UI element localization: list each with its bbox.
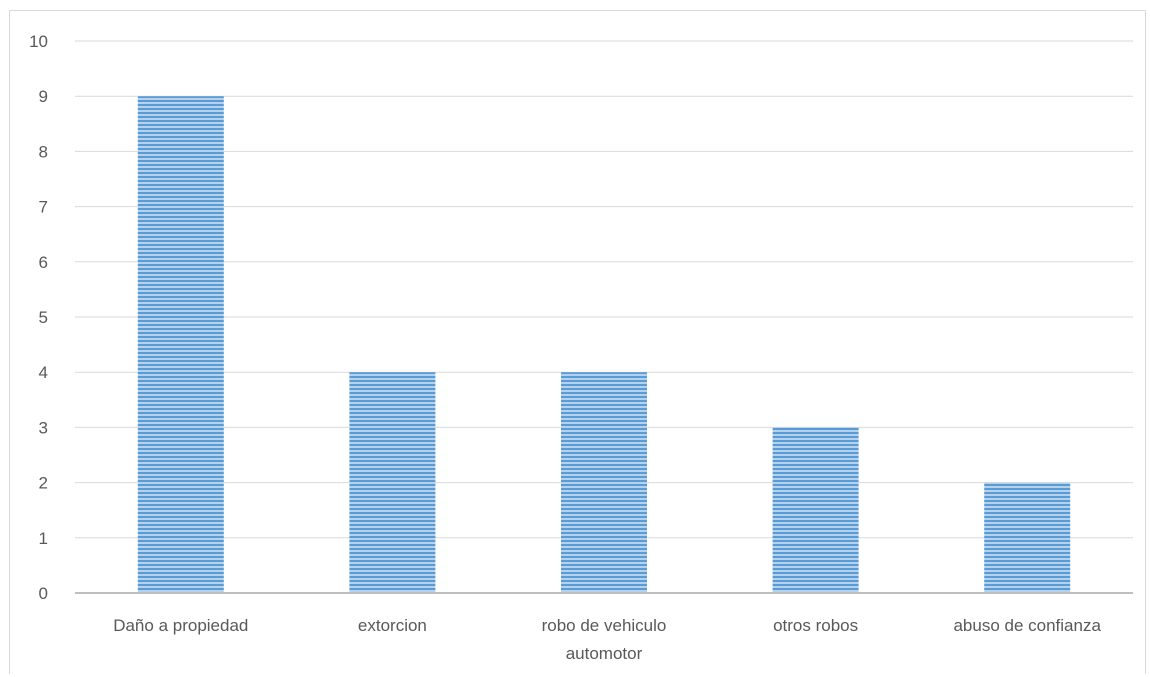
y-tick-label: 4 [39, 363, 48, 382]
y-tick-label: 0 [39, 584, 48, 603]
bar [561, 372, 647, 593]
x-tick-label: abuso de confianza [953, 616, 1101, 635]
y-tick-labels: 0 1 2 3 4 5 6 7 8 9 10 [29, 32, 48, 603]
y-tick-label: 7 [39, 198, 48, 217]
bar [137, 96, 224, 593]
y-tick-label: 6 [39, 253, 48, 272]
y-tick-label: 5 [39, 308, 48, 327]
x-tick-label: Daño a propiedad [113, 616, 248, 635]
y-tick-label: 10 [29, 32, 48, 51]
x-category-labels: Daño a propiedad extorcion robo de vehicul… [113, 616, 1101, 663]
y-tick-label: 1 [39, 529, 48, 548]
x-tick-label: robo de vehiculo automotor [542, 616, 667, 663]
y-tick-label: 8 [39, 142, 48, 161]
y-tick-label: 9 [39, 87, 48, 106]
y-tick-label: 3 [39, 418, 48, 437]
bars [137, 96, 1071, 593]
bar [772, 427, 859, 593]
bar [984, 482, 1071, 593]
x-tick-label: otros robos [773, 616, 858, 635]
bar [349, 372, 436, 593]
x-tick-label: extorcion [358, 616, 427, 635]
y-tick-label: 2 [39, 474, 48, 493]
